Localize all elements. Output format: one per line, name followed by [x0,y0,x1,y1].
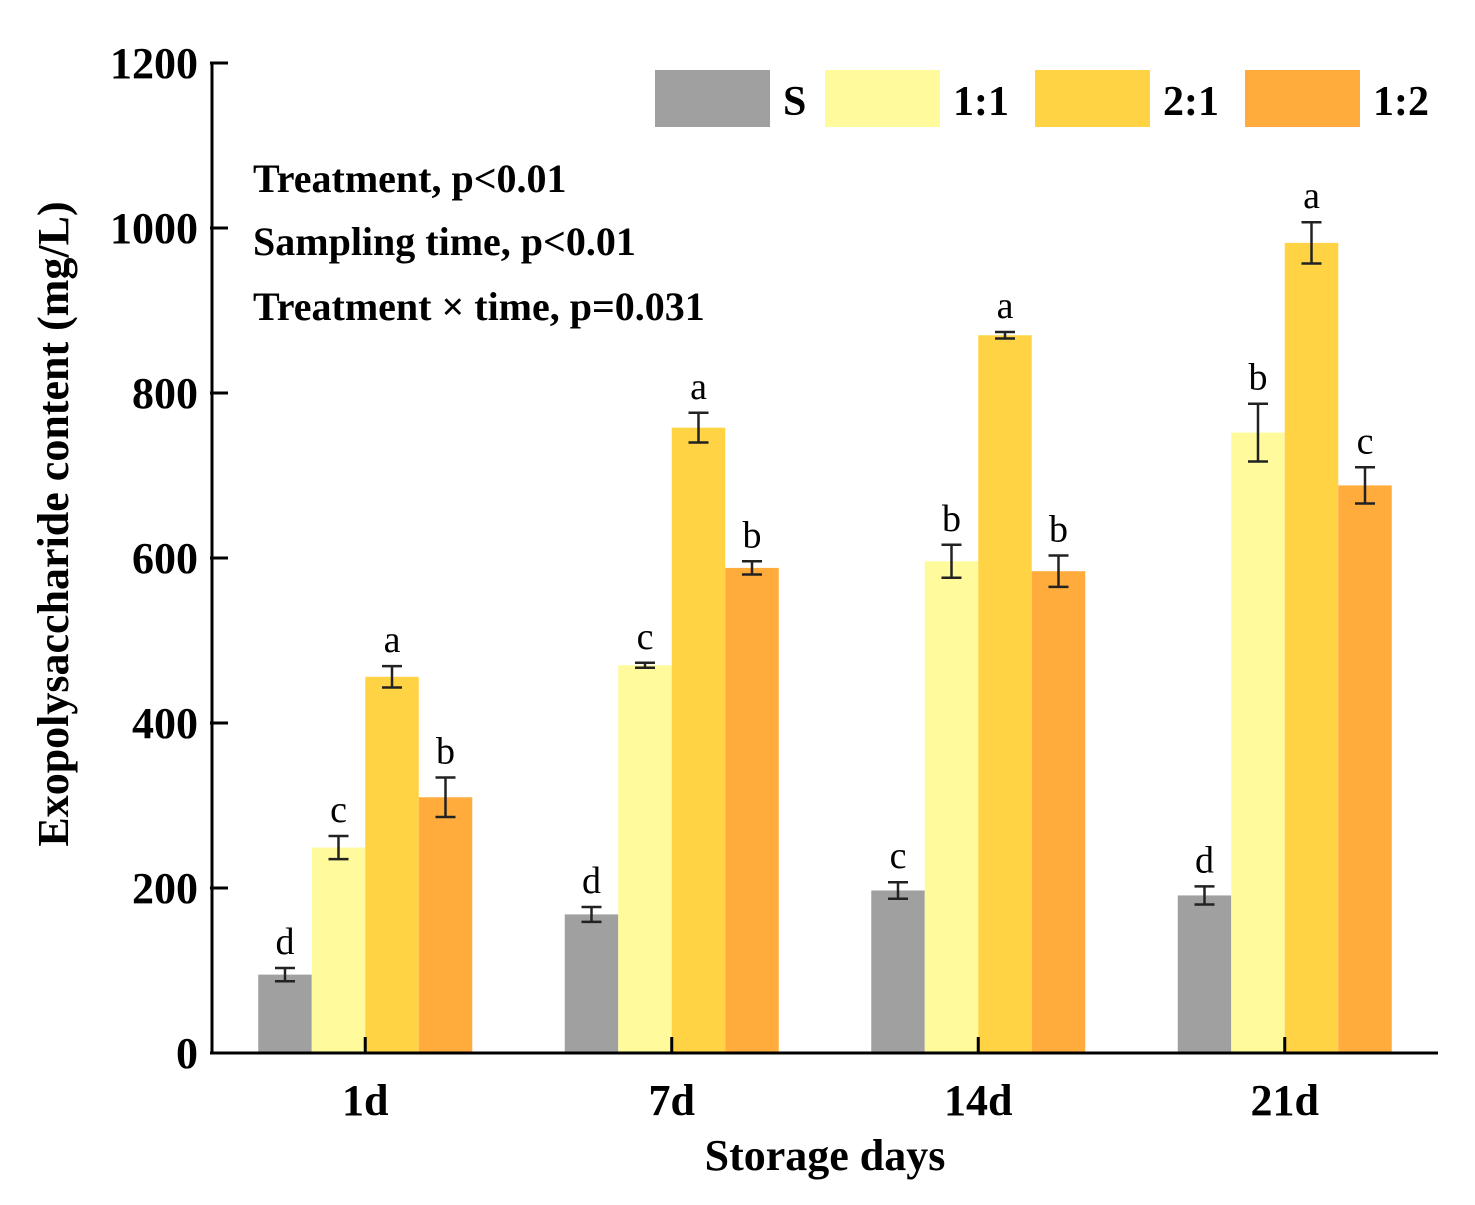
bars-layer [258,242,1392,1054]
bar-S-1d [258,974,312,1053]
bar-2:1-21d [1284,242,1339,1054]
significance-letter-S-14d: c [890,835,907,877]
error-bars-layer [275,220,1375,983]
bar-1:2-1d [418,797,473,1053]
bar-1:2-7d [725,567,779,1053]
x-tick-label-1d: 1d [342,1076,388,1125]
legend-label-1:2: 1:2 [1373,79,1429,125]
significance-letter-2:1-21d: a [1303,175,1320,217]
x-ticks: 1d 7d 14d 21d [342,1037,1319,1125]
x-axis-title: Storage days [705,1131,946,1180]
significance-letter-1:2-14d: b [1049,509,1068,551]
y-tick-label-5: 1000 [110,204,198,253]
bar-S-7d [564,914,619,1053]
significance-letter-S-1d: d [276,921,295,963]
x-tick-label-7d: 7d [649,1076,695,1125]
y-ticks: 0 200 400 600 800 1000 1200 [110,39,228,1078]
bar-S-14d [871,890,925,1053]
significance-letter-1:2-1d: b [436,730,455,772]
bar-1:1-14d [924,561,979,1053]
bar-2:1-1d [365,676,419,1053]
bar-1:2-14d [1031,571,1086,1053]
y-axis-title: Exopolysaccharide content (mg/L) [29,201,78,846]
y-tick-label-3: 600 [132,534,198,583]
legend-swatch-2:1 [1035,70,1150,127]
significance-letters-layer: d c a b d c a b c b a b d b a c [276,175,1374,963]
significance-letter-2:1-1d: a [384,619,401,661]
significance-letter-1:1-7d: c [637,616,654,658]
annotation-sampling-time: Sampling time, p<0.01 [253,219,636,264]
x-tick-label-14d: 14d [944,1076,1012,1125]
legend-label-2:1: 2:1 [1163,79,1219,125]
annotation-treatment: Treatment, p<0.01 [253,156,567,201]
annotation-interaction: Treatment × time, p=0.031 [253,284,705,329]
x-tick-label-21d: 21d [1251,1076,1319,1125]
significance-letter-1:2-7d: b [743,514,762,556]
significance-letter-2:1-7d: a [690,366,707,408]
y-tick-label-6: 1200 [110,39,198,88]
bar-1:1-1d [311,847,366,1053]
bar-1:1-7d [618,665,672,1053]
bar-2:1-7d [671,427,726,1053]
significance-letter-2:1-14d: a [997,285,1014,327]
significance-letter-1:1-14d: b [942,498,961,540]
significance-letter-1:1-21d: b [1249,357,1268,399]
bar-1:2-21d [1338,485,1392,1053]
bar-1:1-21d [1231,432,1285,1054]
legend-label-1:1: 1:1 [953,79,1009,125]
y-tick-label-2: 400 [132,699,198,748]
y-tick-label-0: 0 [176,1029,198,1078]
y-tick-label-1: 200 [132,864,198,913]
significance-letter-1:2-21d: c [1357,420,1374,462]
bar-S-21d [1177,895,1232,1053]
significance-letter-S-21d: d [1195,839,1214,881]
legend: S 1:1 2:1 1:2 [655,70,1429,127]
significance-letter-S-7d: d [582,860,601,902]
y-tick-label-4: 800 [132,369,198,418]
significance-letter-1:1-1d: c [330,789,347,831]
legend-label-S: S [783,79,806,125]
bar-2:1-14d [978,335,1032,1053]
legend-swatch-1:1 [825,70,940,127]
legend-swatch-1:2 [1245,70,1360,127]
legend-swatch-S [655,70,770,127]
